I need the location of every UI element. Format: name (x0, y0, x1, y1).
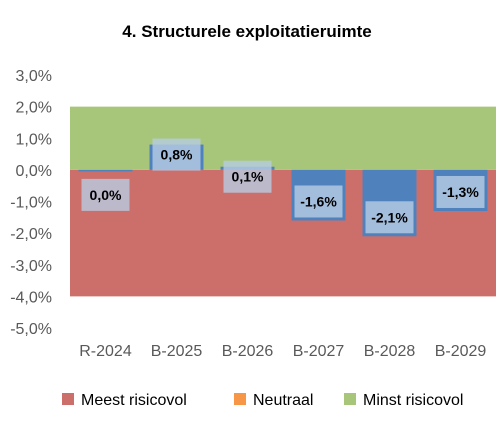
y-tick-label-7: -4,0% (10, 289, 52, 306)
legend-swatch-2 (344, 393, 356, 405)
x-tick-label-1: B-2025 (151, 343, 203, 360)
data-label-box-5 (436, 175, 485, 208)
data-label-box-2 (223, 160, 272, 193)
data-label-box-3 (294, 185, 343, 218)
x-tick-label-0: R-2024 (79, 343, 132, 360)
y-tick-label-3: 0,0% (16, 163, 52, 180)
bar-0 (78, 169, 133, 172)
y-tick-label-2: 1,0% (16, 131, 52, 148)
data-label-0: 0,0% (90, 187, 122, 203)
band-0 (70, 169, 496, 297)
legend-label-0: Meest risicovol (81, 392, 187, 409)
data-label-box-0 (81, 178, 130, 211)
data-label-4: -2,1% (371, 209, 408, 225)
data-label-2: 0,1% (232, 169, 264, 185)
data-label-3: -1,6% (300, 193, 337, 209)
x-tick-label-3: B-2027 (293, 343, 345, 360)
data-label-5: -1,3% (442, 184, 479, 200)
y-tick-label-8: -5,0% (10, 321, 52, 338)
band-2 (70, 106, 496, 170)
y-tick-label-5: -2,0% (10, 226, 52, 243)
legend-label-1: Neutraal (253, 392, 313, 409)
x-tick-label-4: B-2028 (364, 343, 416, 360)
chart-title: 4. Structurele exploitatieruimte (122, 22, 371, 41)
legend-label-2: Minst risicovol (363, 392, 463, 409)
legend-swatch-0 (62, 393, 74, 405)
data-label-box-1 (152, 138, 201, 171)
x-tick-label-5: B-2029 (435, 343, 487, 360)
legend-swatch-1 (234, 393, 246, 405)
data-label-1: 0,8% (161, 147, 193, 163)
y-tick-label-4: -1,0% (10, 195, 52, 212)
x-tick-label-2: B-2026 (222, 343, 274, 360)
data-label-box-4 (365, 201, 414, 234)
y-tick-label-1: 2,0% (16, 100, 52, 117)
y-tick-label-0: 3,0% (16, 68, 52, 85)
y-tick-label-6: -3,0% (10, 258, 52, 275)
